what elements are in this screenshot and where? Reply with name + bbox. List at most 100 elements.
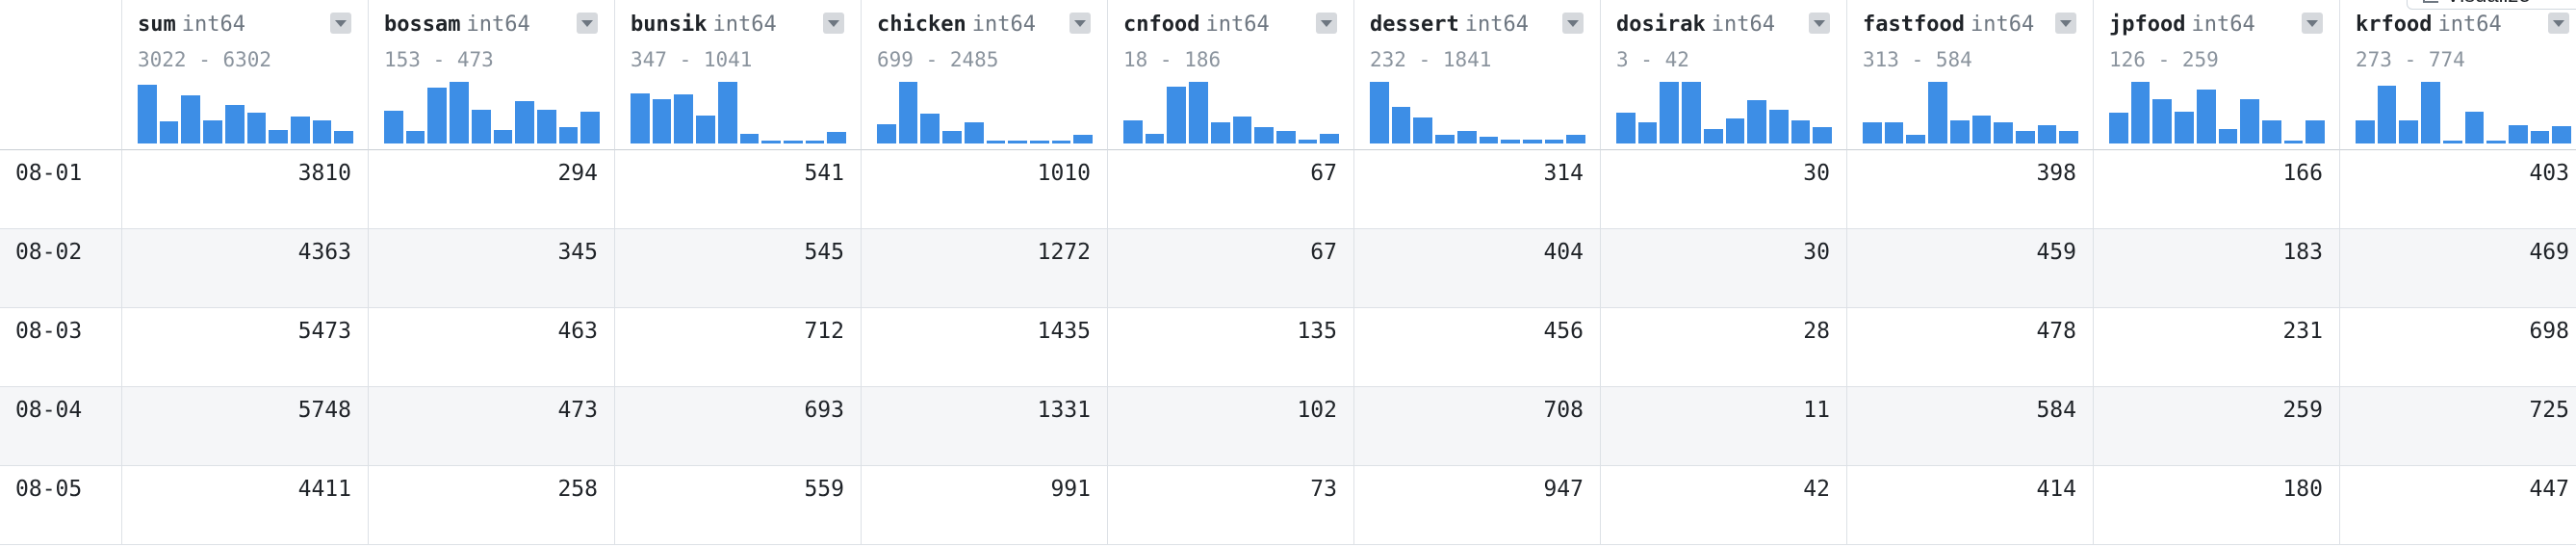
histogram-bar [652, 98, 672, 143]
histogram-bar [986, 141, 1006, 143]
column-menu-chevron-down-icon[interactable] [2055, 13, 2076, 34]
histogram-bar [717, 82, 737, 143]
column-histogram [631, 82, 847, 143]
histogram-bar [334, 131, 354, 143]
histogram-bar [1682, 82, 1701, 143]
table-cell-cnfood: 102 [1108, 387, 1354, 466]
table-cell-dessert: 708 [1354, 387, 1601, 466]
histogram-bar [1298, 139, 1318, 143]
histogram-bar [696, 116, 715, 143]
table-cell-chicken: 991 [862, 466, 1108, 545]
histogram-bar [1456, 131, 1477, 143]
histogram-bar [159, 120, 179, 143]
histogram-bar [674, 93, 694, 143]
column-histogram [2356, 82, 2572, 143]
table-cell-jpfood: 180 [2094, 466, 2340, 545]
column-header-dessert[interactable]: dessert int64 232 - 1841 [1354, 0, 1601, 150]
column-header-dosirak[interactable]: dosirak int64 3 - 42 [1601, 0, 1847, 150]
histogram-bar [1189, 82, 1208, 143]
table-cell-cnfood: 135 [1108, 308, 1354, 387]
histogram-bar [827, 132, 847, 143]
column-name: krfood int64 [2356, 13, 2502, 37]
column-header-chicken[interactable]: chicken int64 699 - 2485 [862, 0, 1108, 150]
column-menu-chevron-down-icon[interactable] [2302, 13, 2323, 34]
row-index: 08-04 [0, 387, 122, 466]
histogram-bar [1566, 135, 1586, 143]
histogram-bar [739, 133, 760, 143]
histogram-bar [2377, 86, 2397, 143]
histogram-bar [2152, 98, 2173, 143]
table-cell-chicken: 1010 [862, 150, 1108, 229]
column-histogram [384, 82, 601, 143]
column-header-cnfood[interactable]: cnfood int64 18 - 186 [1108, 0, 1354, 150]
histogram-bar [2486, 141, 2506, 143]
column-menu-chevron-down-icon[interactable] [2548, 13, 2569, 34]
table-cell-jpfood: 166 [2094, 150, 2340, 229]
table-cell-chicken: 1435 [862, 308, 1108, 387]
column-range: 699 - 2485 [877, 48, 999, 71]
table-cell-bossam: 345 [369, 229, 615, 308]
histogram-bar [1971, 116, 1992, 143]
table-cell-sum: 4411 [122, 466, 369, 545]
histogram-bar [1391, 106, 1411, 143]
column-dtype: int64 [2191, 13, 2255, 37]
table-cell-cnfood: 67 [1108, 150, 1354, 229]
table-cell-sum: 3810 [122, 150, 369, 229]
histogram-bar [2218, 128, 2238, 143]
histogram-bar [471, 109, 491, 143]
table-cell-chicken: 1272 [862, 229, 1108, 308]
column-range: 126 - 259 [2109, 48, 2219, 71]
column-header-krfood[interactable]: krfood int64 273 - 774 [2340, 0, 2576, 150]
histogram-bar [203, 120, 222, 143]
column-header-jpfood[interactable]: jpfood int64 126 - 259 [2094, 0, 2340, 150]
column-range: 3 - 42 [1616, 48, 1689, 71]
column-dtype: int64 [1970, 13, 2035, 37]
column-menu-chevron-down-icon[interactable] [823, 13, 844, 34]
row-index: 08-03 [0, 308, 122, 387]
row-index: 08-02 [0, 229, 122, 308]
histogram-bar [2196, 89, 2216, 143]
column-dtype: int64 [1464, 13, 1529, 37]
table-cell-jpfood: 259 [2094, 387, 2340, 466]
table-cell-dosirak: 30 [1601, 229, 1847, 308]
column-menu-chevron-down-icon[interactable] [1316, 13, 1337, 34]
table-cell-cnfood: 73 [1108, 466, 1354, 545]
column-header-bossam[interactable]: bossam int64 153 - 473 [369, 0, 615, 150]
visualize-button[interactable]: Visualize [2407, 0, 2576, 10]
column-header-fastfood[interactable]: fastfood int64 313 - 584 [1847, 0, 2094, 150]
histogram-bar [1232, 116, 1252, 143]
histogram-bar [1637, 121, 1658, 143]
histogram-bar [2421, 82, 2440, 143]
table-cell-chicken: 1331 [862, 387, 1108, 466]
table-cell-bossam: 463 [369, 308, 615, 387]
column-menu-chevron-down-icon[interactable] [1069, 13, 1091, 34]
histogram-bar [2109, 113, 2128, 143]
row-index: 08-05 [0, 466, 122, 545]
table-cell-sum: 5473 [122, 308, 369, 387]
column-header-bunsik[interactable]: bunsik int64 347 - 1041 [615, 0, 862, 150]
table-cell-jpfood: 231 [2094, 308, 2340, 387]
table-cell-fastfood: 459 [1847, 229, 2094, 308]
column-menu-chevron-down-icon[interactable] [330, 13, 351, 34]
column-name: sum int64 [138, 13, 245, 37]
column-histogram [1123, 82, 1340, 143]
histogram-bar [1413, 117, 1433, 143]
column-name: bossam int64 [384, 13, 530, 37]
column-menu-chevron-down-icon[interactable] [1562, 13, 1584, 34]
histogram-bar [405, 131, 425, 143]
histogram-bar [1544, 140, 1564, 143]
histogram-bar [2283, 141, 2304, 143]
column-menu-chevron-down-icon[interactable] [577, 13, 598, 34]
histogram-bar [805, 141, 825, 143]
histogram-bar [1660, 82, 1680, 143]
histogram-bar [1370, 82, 1389, 143]
column-histogram [877, 82, 1094, 143]
index-header [0, 0, 122, 150]
column-header-sum[interactable]: sum int64 3022 - 6302 [122, 0, 369, 150]
column-menu-chevron-down-icon[interactable] [1809, 13, 1830, 34]
histogram-bar [1167, 87, 1187, 143]
histogram-bar [2508, 124, 2528, 143]
column-dtype: int64 [1205, 13, 1270, 37]
histogram-bar [1479, 136, 1499, 143]
